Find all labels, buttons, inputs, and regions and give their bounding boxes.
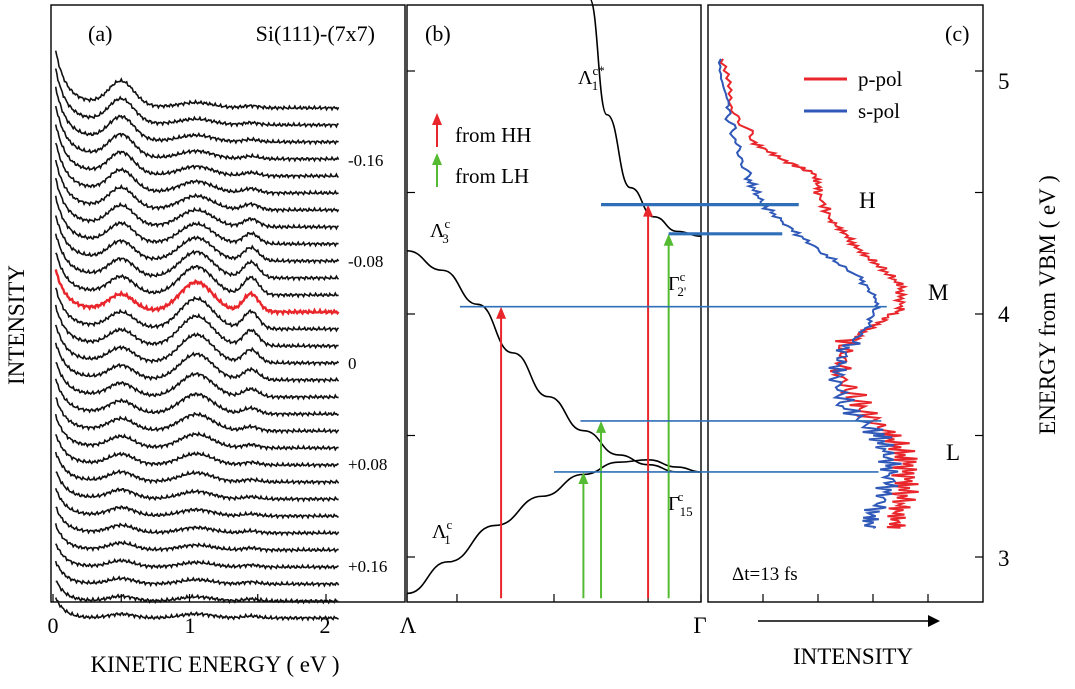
highlighted-trace [54,269,340,317]
energy-levels [459,203,887,473]
spectrum-trace [54,487,339,520]
legend-hh-label: from HH [455,123,531,147]
panel-b-label: (b) [425,21,451,46]
axis-ticks [52,70,983,602]
legend-hh-arrowhead [432,113,442,125]
p-pol-spectrum [719,58,919,529]
panel-b-xtick-lambda: Λ [400,613,417,638]
spectrum-trace [54,124,339,180]
spectrum-trace [54,86,339,146]
panel-a-y-axis-label: INTENSITY [4,265,29,385]
panel-c-ytick-5: 5 [998,69,1010,94]
spectrum-trace [54,159,340,214]
intensity-arrowhead [928,615,940,627]
spectrum-trace [55,397,340,435]
spectrum-trace [55,252,339,299]
legend-s-pol-label: s-pol [858,99,900,123]
spectrum-trace [54,215,340,265]
panel-a-label: (a) [88,21,112,46]
legend-p-pol-label: p-pol [858,67,902,91]
spectrum-trace [54,378,340,418]
transition-arrowhead [596,420,607,433]
spectrum-trace [54,560,340,588]
panel-c-y-axis-label: ENERGY from VBM ( eV ) [1035,175,1060,435]
s-pol-spectrum [717,58,902,529]
spectrum-trace [55,471,339,503]
spectrum-trace [54,413,339,452]
gamma-label-2prime: Γc 2' [668,269,686,299]
spectrum-trace [54,142,339,197]
spectrum-trace [54,304,339,350]
band-curves [406,0,702,595]
spectrum-trace [54,342,340,384]
transition-arrows [496,204,674,599]
spectrum-trace [55,543,339,571]
panel-c-x-axis-label: INTENSITY [793,644,913,669]
band-curve [406,458,702,595]
spectrum-trace [54,451,340,486]
spectrum-trace [54,523,339,554]
gamma-label-15: Γ15c [668,489,693,519]
panel-b-xtick-gamma: Γ [693,613,706,638]
transition-arrowhead [578,471,589,484]
band-curve [406,250,701,473]
delay-label: 0 [348,354,357,373]
spectrum-trace [54,433,339,469]
spectrum-trace [54,233,339,282]
delay-label: +0.08 [348,455,387,474]
annotation-m: M [928,280,948,305]
panel-c-spectra [717,58,919,529]
panel-b-frame [406,4,702,603]
legend-lh-arrowhead [432,153,442,165]
panel-a-frame [50,4,406,603]
transition-arrowhead [643,204,654,217]
delay-label: -0.16 [348,151,383,170]
delay-label: -0.08 [348,252,383,271]
delay-annotation: Δt=13 fs [732,564,798,585]
spectrum-trace [54,287,340,333]
annotation-l: L [946,440,960,465]
panel-c-ytick-3: 3 [998,546,1010,571]
spectrum-trace [54,105,340,163]
panel-a-xtick-2: 2 [320,613,331,638]
panel-a-xtick-0: 0 [48,613,59,638]
transition-arrowhead [663,233,674,246]
annotation-h: H [859,188,876,213]
spectrum-trace [54,68,339,129]
delay-label: +0.16 [348,557,387,576]
spectrum-trace [54,177,339,231]
legend-lh-label: from LH [455,164,529,188]
spectrum-trace [54,195,339,248]
panel-a-title: Si(111)-(7x7) [256,21,375,46]
spectrum-trace [55,580,339,605]
spectrum-trace [54,324,340,367]
panel-c-label: (c) [945,21,969,46]
band-label-lambda1: Λc 1 [432,517,453,547]
panel-a-x-axis-label: KINETIC ENERGY ( eV ) [90,652,339,677]
panel-a-xtick-1: 1 [185,613,196,638]
spectrum-trace [54,597,339,622]
band-curve [589,0,702,238]
spectrum-trace [54,50,340,112]
panel-c-ytick-4: 4 [998,302,1010,327]
spectrum-trace [55,361,339,401]
band-label-lambda3: Λc 3 [430,216,451,246]
spectrum-trace [55,506,340,537]
panel-a-traces [54,50,340,622]
transition-arrowhead [496,306,507,319]
panel-c-frame [707,4,984,603]
